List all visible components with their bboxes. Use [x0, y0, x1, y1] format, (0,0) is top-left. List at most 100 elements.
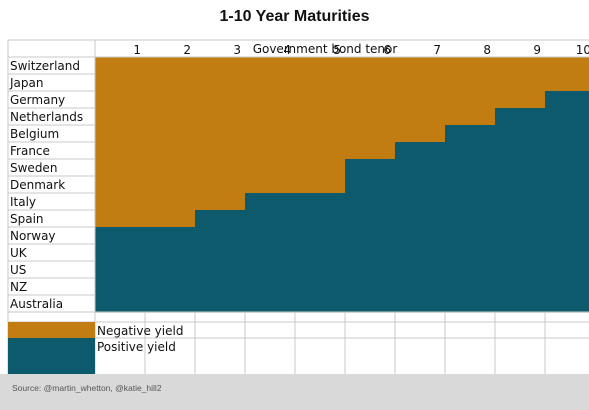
cell-nz-6 — [345, 278, 396, 296]
cell-norway-3 — [195, 227, 246, 245]
cell-netherlands-8 — [445, 108, 496, 126]
cell-japan-9 — [495, 74, 546, 92]
cell-japan-5 — [295, 74, 346, 92]
cell-italy-10 — [545, 193, 589, 211]
cell-japan-2 — [145, 74, 196, 92]
cell-us-1 — [95, 261, 146, 279]
cell-belgium-1 — [95, 125, 146, 143]
cell-belgium-3 — [195, 125, 246, 143]
cell-switzerland-8 — [445, 57, 496, 75]
x-axis-label: Government bond tenor — [253, 42, 398, 56]
cell-denmark-5 — [295, 176, 346, 194]
cell-germany-3 — [195, 91, 246, 109]
cell-norway-10 — [545, 227, 589, 245]
cell-netherlands-2 — [145, 108, 196, 126]
cell-sweden-4 — [245, 159, 296, 177]
cell-switzerland-10 — [545, 57, 589, 75]
legend-label-1: Positive yield — [97, 340, 176, 354]
cell-germany-2 — [145, 91, 196, 109]
cell-spain-4 — [245, 210, 296, 228]
cell-us-4 — [245, 261, 296, 279]
cell-germany-4 — [245, 91, 296, 109]
cell-norway-9 — [495, 227, 546, 245]
cell-us-8 — [445, 261, 496, 279]
cell-italy-1 — [95, 193, 146, 211]
row-label-norway: Norway — [10, 229, 56, 243]
cell-spain-3 — [195, 210, 246, 228]
cell-uk-6 — [345, 244, 396, 262]
cell-switzerland-9 — [495, 57, 546, 75]
cell-italy-8 — [445, 193, 496, 211]
cell-france-5 — [295, 142, 346, 160]
source-text: Source: @martin_whetton, @katie_hill2 — [12, 383, 162, 393]
cell-australia-3 — [195, 295, 246, 313]
cell-netherlands-7 — [395, 108, 446, 126]
cell-australia-1 — [95, 295, 146, 313]
cell-uk-9 — [495, 244, 546, 262]
tick-label-1: 1 — [133, 43, 141, 57]
cell-belgium-2 — [145, 125, 196, 143]
tick-label-10: 10 — [576, 43, 589, 57]
cell-switzerland-1 — [95, 57, 146, 75]
row-label-us: US — [10, 263, 26, 277]
cell-norway-5 — [295, 227, 346, 245]
cell-nz-5 — [295, 278, 346, 296]
tick-label-3: 3 — [233, 43, 241, 57]
cell-sweden-3 — [195, 159, 246, 177]
row-label-uk: UK — [10, 246, 28, 260]
cell-australia-8 — [445, 295, 496, 313]
cell-france-1 — [95, 142, 146, 160]
cell-uk-7 — [395, 244, 446, 262]
cell-denmark-4 — [245, 176, 296, 194]
row-label-australia: Australia — [10, 297, 63, 311]
cell-japan-3 — [195, 74, 246, 92]
cell-sweden-5 — [295, 159, 346, 177]
cell-uk-10 — [545, 244, 589, 262]
cell-netherlands-4 — [245, 108, 296, 126]
cell-norway-4 — [245, 227, 296, 245]
cell-australia-5 — [295, 295, 346, 313]
cell-spain-8 — [445, 210, 496, 228]
cell-uk-1 — [95, 244, 146, 262]
cell-norway-8 — [445, 227, 496, 245]
cell-japan-8 — [445, 74, 496, 92]
cell-denmark-10 — [545, 176, 589, 194]
cell-france-8 — [445, 142, 496, 160]
cell-belgium-8 — [445, 125, 496, 143]
tick-label-5: 5 — [333, 43, 341, 57]
cell-germany-10 — [545, 91, 589, 109]
source-footer: Source: @martin_whetton, @katie_hill2 — [0, 374, 589, 410]
cell-france-2 — [145, 142, 196, 160]
cell-belgium-5 — [295, 125, 346, 143]
cell-nz-3 — [195, 278, 246, 296]
cell-japan-1 — [95, 74, 146, 92]
cell-netherlands-10 — [545, 108, 589, 126]
cell-netherlands-6 — [345, 108, 396, 126]
tick-label-4: 4 — [283, 43, 291, 57]
cell-us-7 — [395, 261, 446, 279]
legend-label-0: Negative yield — [97, 324, 183, 338]
cell-nz-9 — [495, 278, 546, 296]
row-label-sweden: Sweden — [10, 161, 57, 175]
legend-swatch-1 — [8, 338, 95, 374]
cell-us-2 — [145, 261, 196, 279]
cell-norway-1 — [95, 227, 146, 245]
cell-denmark-1 — [95, 176, 146, 194]
cell-us-5 — [295, 261, 346, 279]
cell-italy-5 — [295, 193, 346, 211]
tick-label-6: 6 — [383, 43, 391, 57]
cell-sweden-10 — [545, 159, 589, 177]
cell-australia-2 — [145, 295, 196, 313]
chart-title: 1-10 Year Maturities — [219, 8, 370, 25]
cell-uk-3 — [195, 244, 246, 262]
cell-sweden-7 — [395, 159, 446, 177]
cell-denmark-7 — [395, 176, 446, 194]
cell-sweden-9 — [495, 159, 546, 177]
cell-germany-7 — [395, 91, 446, 109]
row-label-germany: Germany — [10, 93, 65, 107]
cell-spain-5 — [295, 210, 346, 228]
cell-japan-4 — [245, 74, 296, 92]
cell-us-10 — [545, 261, 589, 279]
cell-switzerland-4 — [245, 57, 296, 75]
cell-norway-2 — [145, 227, 196, 245]
